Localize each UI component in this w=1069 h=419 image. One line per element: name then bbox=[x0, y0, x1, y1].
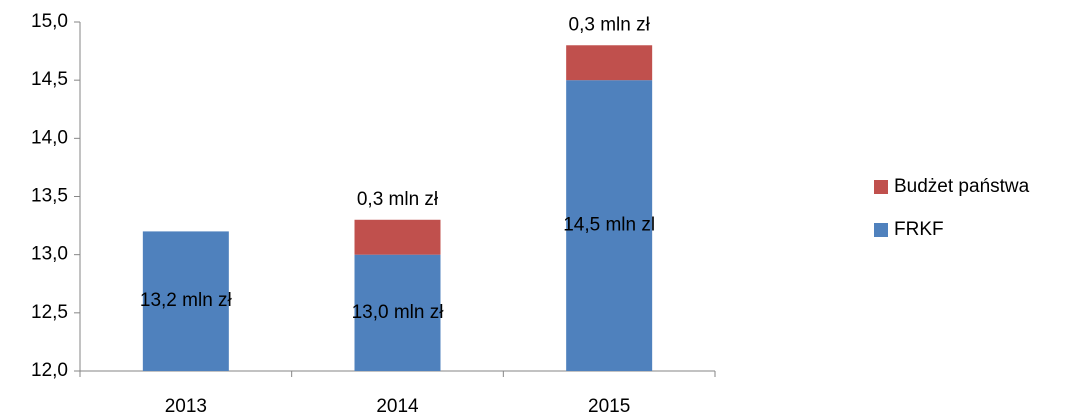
y-tick-label: 15,0 bbox=[31, 11, 68, 32]
legend-label: FRKF bbox=[894, 219, 944, 240]
y-tick-label: 13,5 bbox=[31, 186, 68, 207]
x-tick-label: 2014 bbox=[376, 396, 419, 414]
legend-label: Budżet państwa bbox=[894, 176, 1030, 197]
bar-segment bbox=[354, 254, 441, 371]
y-tick-label: 13,0 bbox=[31, 244, 68, 265]
x-tick-label: 2013 bbox=[165, 396, 207, 414]
bar-segment bbox=[354, 219, 441, 255]
legend-swatch bbox=[874, 223, 888, 237]
y-tick-label: 14,5 bbox=[31, 69, 68, 90]
data-label: 13,0 mln zł bbox=[352, 302, 445, 323]
y-tick-label: 14,0 bbox=[31, 127, 68, 148]
y-tick-label: 12,0 bbox=[31, 360, 68, 381]
data-label: 14,5 mln zl bbox=[563, 215, 655, 236]
bar-segment bbox=[566, 80, 653, 372]
bar-segment bbox=[142, 231, 229, 371]
data-label: 0,3 mln zł bbox=[569, 14, 651, 35]
data-label: 0,3 mln zł bbox=[357, 189, 439, 210]
data-label: 13,2 mln zł bbox=[140, 290, 233, 311]
y-tick-label: 12,5 bbox=[31, 302, 68, 323]
bar-segment bbox=[566, 45, 653, 81]
legend-swatch bbox=[874, 180, 888, 194]
x-tick-label: 2015 bbox=[588, 396, 630, 414]
